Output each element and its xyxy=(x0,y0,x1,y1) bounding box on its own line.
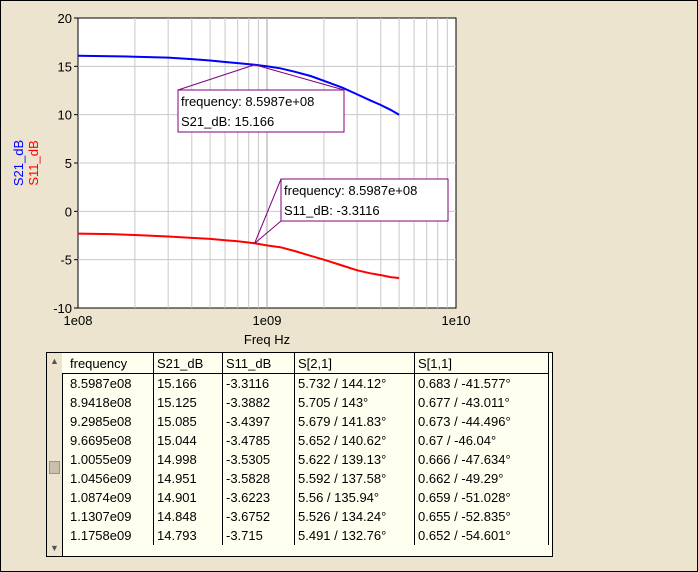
table-row[interactable]: 1.0874e09 14.901 -3.6223 5.56 / 135.94° 0.65… xyxy=(62,488,549,507)
table-cell: 15.125 xyxy=(153,393,223,412)
table-row[interactable]: 8.9418e08 15.125 -3.3882 5.705 / 143° 0.677 … xyxy=(62,393,549,412)
x-tick-label: 1e08 xyxy=(64,313,93,328)
table-cell: 5.705 / 143° xyxy=(294,393,415,412)
series-line-s21-db[interactable] xyxy=(77,54,400,116)
y-tick-labels: 20 15 10 5 0 -5 -10 xyxy=(53,11,78,316)
column-header-s11[interactable]: S[1,1] xyxy=(414,353,549,374)
table-cell: 0.673 / -44.496° xyxy=(414,412,549,431)
table-cell: 5.679 / 141.83° xyxy=(294,412,415,431)
column-header-s21-db[interactable]: S21_dB xyxy=(153,353,223,374)
table-cell: 5.592 / 137.58° xyxy=(294,469,415,488)
table-cell: 14.793 xyxy=(153,526,223,545)
table-cell: 8.9418e08 xyxy=(62,393,154,412)
table-cell: -3.5305 xyxy=(222,450,295,469)
table-cell: -3.6223 xyxy=(222,488,295,507)
table-cell: 5.491 / 132.76° xyxy=(294,526,415,545)
table-cell: 5.652 / 140.62° xyxy=(294,431,415,450)
table-row[interactable]: 1.0456e09 14.951 -3.5828 5.592 / 137.58° 0.6… xyxy=(62,469,549,488)
marker-callout-s21-db[interactable]: frequency: 8.5987e+08 S21_dB: 15.166 xyxy=(177,64,345,133)
table-cell: 14.951 xyxy=(153,469,223,488)
x-axis-label: Freq Hz xyxy=(244,332,290,347)
marker-frequency-text: frequency: 8.5987e+08 xyxy=(284,183,417,198)
arrow-down-icon[interactable]: ▼ xyxy=(48,541,61,555)
marker-box xyxy=(177,89,345,133)
table-cell: 0.677 / -43.011° xyxy=(414,393,549,412)
x-tick-label: 1e09 xyxy=(253,313,282,328)
table-cell: 0.683 / -41.577° xyxy=(414,373,549,393)
table-cell: 15.044 xyxy=(153,431,223,450)
data-table: frequency S21_dB S11_dB S[2,1] S[1,1] 8.… xyxy=(62,353,549,545)
table-cell: 1.1758e09 xyxy=(62,526,154,545)
marker-box xyxy=(280,178,449,222)
table-cell: -3.6752 xyxy=(222,507,295,526)
table-cell: 1.0874e09 xyxy=(62,488,154,507)
table-row[interactable]: 1.1307e09 14.848 -3.6752 5.526 / 134.24° 0.6… xyxy=(62,507,549,526)
table-cell: 8.5987e08 xyxy=(62,373,154,393)
x-tick-label: 1e10 xyxy=(442,313,471,328)
series-line-s11-db[interactable] xyxy=(77,232,400,279)
series-lines xyxy=(77,54,400,279)
marker-frequency-text: frequency: 8.5987e+08 xyxy=(181,94,314,109)
arrow-up-icon[interactable]: ▲ xyxy=(48,354,61,368)
table-cell: 5.732 / 144.12° xyxy=(294,373,415,393)
table-cell: 9.6695e08 xyxy=(62,431,154,450)
marker-value-text: S21_dB: 15.166 xyxy=(181,114,274,129)
x-tick-labels: 1e08 1e09 1e10 xyxy=(64,313,471,328)
column-header-s11-db[interactable]: S11_dB xyxy=(222,353,295,374)
marker-callout-s11-db[interactable]: frequency: 8.5987e+08 S11_dB: -3.3116 xyxy=(254,178,449,244)
table-cell: -3.715 xyxy=(222,526,295,545)
marker-leader-line xyxy=(254,178,282,244)
sparameter-chart[interactable]: 20 15 10 5 0 -5 -10 1e08 1e09 1e10 frequency: 8.… xyxy=(0,0,698,352)
grid-lines xyxy=(78,18,456,308)
table-cell: 0.666 / -47.634° xyxy=(414,450,549,469)
scrollbar-thumb[interactable] xyxy=(49,461,60,474)
table-header-row: frequency S21_dB S11_dB S[2,1] S[1,1] xyxy=(62,353,549,374)
table-cell: 0.655 / -52.835° xyxy=(414,507,549,526)
table-cell: -3.5828 xyxy=(222,469,295,488)
table-cell: -3.3882 xyxy=(222,393,295,412)
marker-leader-line xyxy=(254,64,345,91)
y-tick-label: 15 xyxy=(58,59,72,74)
marker-value-text: S11_dB: -3.3116 xyxy=(284,203,380,218)
y-axis-label-s21: S21_dB xyxy=(11,140,26,186)
table-row[interactable]: 9.2985e08 15.085 -3.4397 5.679 / 141.83° 0.6… xyxy=(62,412,549,431)
table-cell: 0.659 / -51.028° xyxy=(414,488,549,507)
table-cell: -3.3116 xyxy=(222,373,295,393)
y-tick-label: -5 xyxy=(60,253,72,268)
table-cell: 15.085 xyxy=(153,412,223,431)
table-cell: 15.166 xyxy=(153,373,223,393)
table-cell: 0.662 / -49.29° xyxy=(414,469,549,488)
column-header-frequency[interactable]: frequency xyxy=(62,353,154,374)
marker-leader-line xyxy=(177,64,255,91)
y-tick-label: 5 xyxy=(65,156,72,171)
y-tick-label: 0 xyxy=(65,204,72,219)
table-cell: 5.622 / 139.13° xyxy=(294,450,415,469)
table-row[interactable]: 9.6695e08 15.044 -3.4785 5.652 / 140.62° 0.6… xyxy=(62,431,549,450)
table-cell: 14.998 xyxy=(153,450,223,469)
column-header-s21[interactable]: S[2,1] xyxy=(294,353,415,374)
table-cell: 5.56 / 135.94° xyxy=(294,488,415,507)
y-tick-label: 20 xyxy=(58,11,72,26)
y-tick-label: 10 xyxy=(58,108,72,123)
marker-leader-line xyxy=(254,220,282,244)
table-row[interactable]: 8.5987e08 15.166 -3.3116 5.732 / 144.12° 0.6… xyxy=(62,373,549,393)
table-cell: 0.652 / -54.601° xyxy=(414,526,549,545)
y-tick-label: -10 xyxy=(53,301,72,316)
table-row[interactable]: 1.1758e09 14.793 -3.715 5.491 / 132.76° 0.65… xyxy=(62,526,549,545)
table-cell: 5.526 / 134.24° xyxy=(294,507,415,526)
y-axis-label-s11: S11_dB xyxy=(26,140,41,185)
table-cell: 0.67 / -46.04° xyxy=(414,431,549,450)
table-row[interactable]: 1.0055e09 14.998 -3.5305 5.622 / 139.13° 0.6… xyxy=(62,450,549,469)
data-table-panel: ▲ ▼ frequency S21_dB S11_dB S[2,1] S[1,1… xyxy=(46,352,553,557)
table-cell: 1.0055e09 xyxy=(62,450,154,469)
vertical-scrollbar[interactable]: ▲ ▼ xyxy=(47,353,63,556)
table-cell: 14.848 xyxy=(153,507,223,526)
table-cell: 1.0456e09 xyxy=(62,469,154,488)
table-cell: 1.1307e09 xyxy=(62,507,154,526)
table-cell: -3.4397 xyxy=(222,412,295,431)
table-cell: -3.4785 xyxy=(222,431,295,450)
table-cell: 14.901 xyxy=(153,488,223,507)
table-cell: 9.2985e08 xyxy=(62,412,154,431)
